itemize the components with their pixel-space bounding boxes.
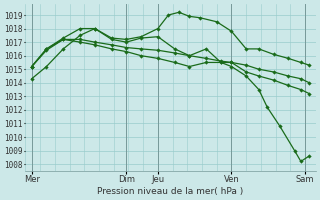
X-axis label: Pression niveau de la mer( hPa ): Pression niveau de la mer( hPa ) — [97, 187, 244, 196]
